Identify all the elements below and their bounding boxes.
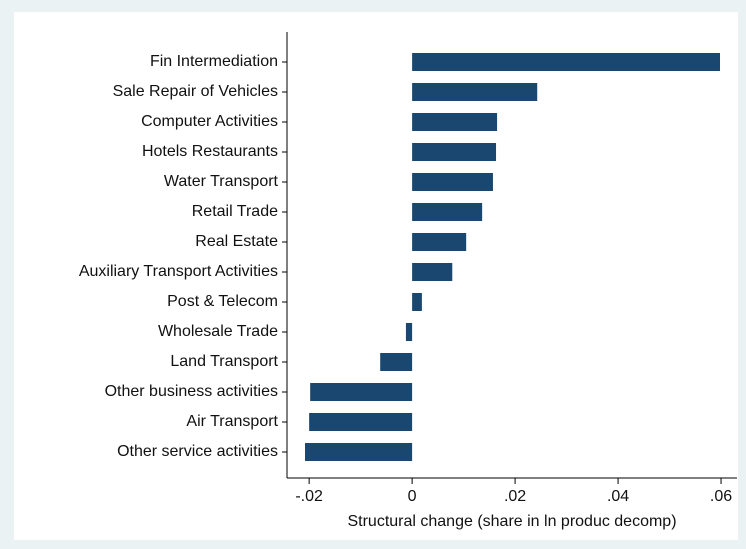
y-tick-label: Air Transport (186, 413, 278, 430)
bar (412, 83, 538, 101)
bar (405, 323, 413, 341)
y-tick-label: Fin Intermediation (150, 53, 278, 70)
bar (309, 413, 413, 431)
y-tick-label: Wholesale Trade (158, 323, 278, 340)
y-tick-label: Real Estate (195, 233, 278, 250)
bar (412, 263, 453, 281)
y-tick-label: Post & Telecom (167, 293, 278, 310)
y-tick-label: Auxiliary Transport Activities (79, 263, 278, 280)
y-tick-label: Other business activities (105, 383, 278, 400)
bar (310, 383, 413, 401)
y-tick-label: Hotels Restaurants (142, 143, 278, 160)
x-tick-label: .04 (607, 488, 629, 505)
bar (380, 353, 413, 371)
x-tick-label: .06 (710, 488, 732, 505)
bar (305, 443, 413, 461)
y-tick-label: Sale Repair of Vehicles (113, 83, 278, 100)
y-tick-label: Water Transport (164, 173, 279, 190)
x-tick-label: -.02 (295, 488, 323, 505)
bar (412, 113, 498, 131)
bar (412, 143, 497, 161)
x-tick-label: 0 (408, 488, 417, 505)
bar (412, 173, 493, 191)
y-tick-label: Retail Trade (192, 203, 278, 220)
y-tick-label: Land Transport (170, 353, 278, 370)
bar (412, 53, 721, 71)
bar (412, 293, 422, 311)
x-tick-label: .02 (504, 488, 526, 505)
bar (412, 233, 467, 251)
y-tick-label: Computer Activities (141, 113, 278, 130)
y-tick-label: Other service activities (117, 443, 278, 460)
bar (412, 203, 483, 221)
x-axis-label: Structural change (share in ln produc de… (347, 513, 676, 530)
